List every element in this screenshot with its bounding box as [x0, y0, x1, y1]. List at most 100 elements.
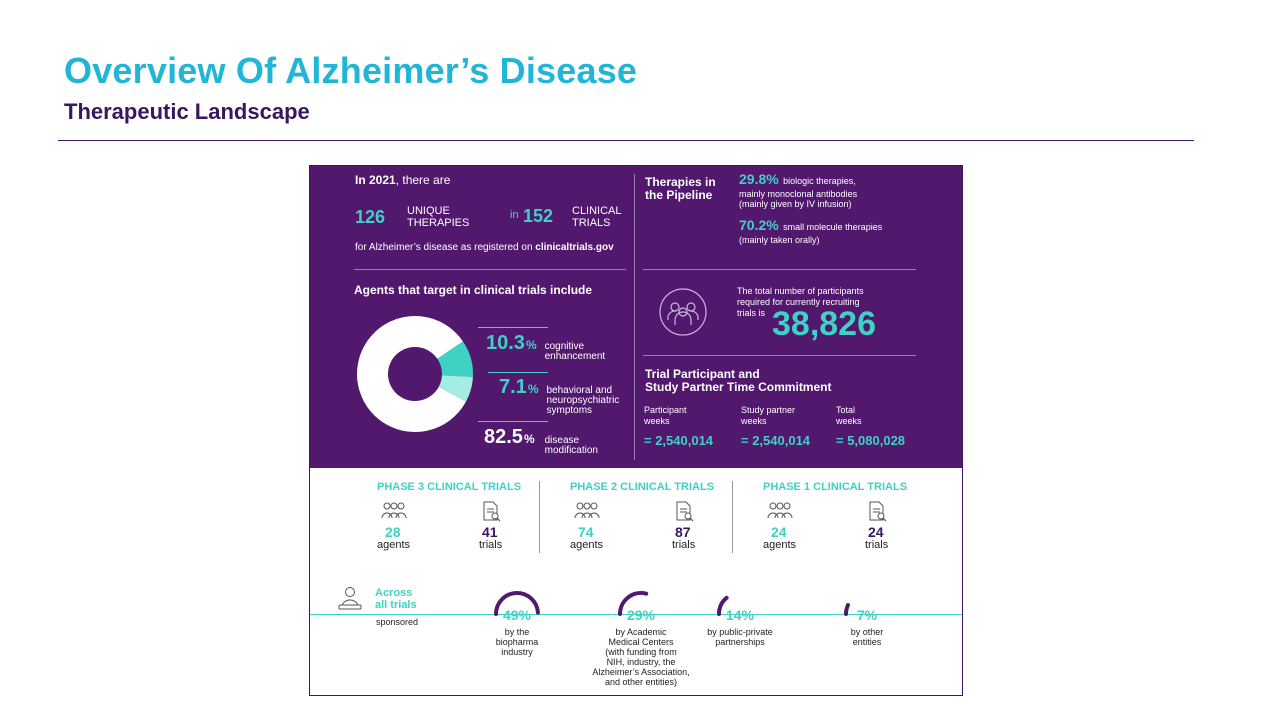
- agent-sign: %: [523, 432, 535, 446]
- phase-trials-label: trials: [672, 539, 696, 551]
- phase-block: PHASE 1 CLINICAL TRIALS 24 agents 24 trials: [763, 480, 933, 560]
- registered-line: for Alzheimer’s disease as registered on…: [355, 242, 614, 253]
- participants-text-1: The total number of participants: [737, 286, 864, 296]
- participants-text-3: trials is: [737, 308, 766, 318]
- sponsor-pct: 7%: [856, 607, 878, 623]
- small-pct: 70.2%: [739, 217, 779, 233]
- sponsor-heading-1: Across: [375, 587, 413, 599]
- phase-divider-1: [539, 481, 540, 553]
- commitment-label-1: Participant: [644, 405, 687, 415]
- commitment-col-total: Total weeks = 5,080,028: [836, 405, 905, 448]
- therapies-count: 126: [355, 207, 386, 227]
- sponsor-desc-line: by Academic: [615, 627, 667, 637]
- intro-year: In 2021: [355, 173, 396, 187]
- document-search-icon: [867, 500, 889, 529]
- commitment-label-2: weeks: [836, 416, 862, 426]
- donut-slice-behavioral: [438, 375, 473, 402]
- agents-donut-chart: [357, 316, 473, 432]
- trials-count: 152: [523, 206, 554, 226]
- phase-block: PHASE 3 CLINICAL TRIALS 28 agents 41 trials: [377, 480, 547, 560]
- biologic-pct: 29.8%: [739, 171, 779, 187]
- phase-title: PHASE 3 CLINICAL TRIALS: [377, 481, 522, 493]
- participants-text: The total number of participants require…: [737, 286, 864, 319]
- sponsor-line-left: [310, 614, 472, 615]
- pipeline-heading: Therapies in the Pipeline: [645, 176, 716, 202]
- sponsor-desc-line: Alzheimer’s Association,: [592, 667, 690, 677]
- donut-slice-disease: [357, 316, 466, 432]
- sponsor-pct: 29%: [626, 607, 656, 623]
- sponsor-heading: Across all trials: [375, 587, 421, 611]
- phase-agents-count: 24: [771, 524, 787, 540]
- sponsor-desc-line: and other entities): [604, 677, 678, 687]
- sponsor-arc-path: [717, 595, 729, 616]
- trials-label: CLINICAL TRIALS: [572, 205, 622, 229]
- sponsor-desc-line: by other: [850, 627, 884, 637]
- sponsor-desc-line: by public-private: [707, 627, 773, 637]
- phase-agents-label: agents: [377, 539, 411, 551]
- small-molecule-block: 70.2% small molecule therapies (mainly t…: [739, 217, 959, 245]
- phase-trials-count: 41: [482, 524, 498, 540]
- phase-title: PHASE 2 CLINICAL TRIALS: [570, 481, 715, 493]
- sponsor-arc-path: [618, 591, 649, 616]
- phase-agents-label: agents: [570, 539, 604, 551]
- phase-agents-label: agents: [763, 539, 797, 551]
- biologic-text-2: mainly monoclonal antibodies: [739, 189, 858, 199]
- people-icon: [765, 500, 795, 527]
- sponsor-desc-line: biopharma: [495, 637, 539, 647]
- divider-intro: [354, 269, 626, 270]
- document-search-icon: [481, 500, 503, 529]
- slide-title: Overview Of Alzheimer’s Disease: [64, 50, 638, 91]
- commitment-label-2: weeks: [644, 416, 670, 426]
- sponsor-arc-path: [844, 603, 850, 616]
- commitment-heading-2: Study Partner Time Commitment: [645, 380, 832, 394]
- people-icon: [572, 500, 602, 527]
- purple-panel: In 2021, there are 126 UNIQUE THERAPIES …: [310, 166, 962, 468]
- agent-value: 10.3: [486, 332, 525, 354]
- leader-cognitive: [478, 327, 548, 328]
- therapies-label-1: UNIQUE: [407, 205, 450, 217]
- trials-label-1: CLINICAL: [572, 205, 622, 217]
- agent-desc: behavioral and neuropsychiatric symptoms: [546, 386, 619, 416]
- sponsor-arc-path: [494, 591, 540, 616]
- agent-sign: %: [527, 382, 539, 396]
- title-divider: [58, 140, 1194, 141]
- intro-line: In 2021, there are: [355, 173, 450, 187]
- person-at-desk-icon: [338, 587, 362, 610]
- agent-item-cognitive: 10.3% cognitive enhancement: [486, 332, 605, 362]
- therapies-label: UNIQUE THERAPIES: [407, 205, 469, 229]
- leader-disease: [478, 421, 548, 422]
- sponsor-desc-line: industry: [501, 647, 533, 657]
- small-text-1: small molecule therapies: [783, 222, 883, 232]
- agent-sign: %: [525, 338, 537, 352]
- phase-trials-count: 24: [868, 524, 884, 540]
- agent-desc-3: symptoms: [546, 405, 593, 416]
- participants-count: 38,826: [772, 305, 876, 343]
- commitment-label-1: Total: [836, 405, 856, 415]
- people-icon: [379, 500, 409, 527]
- phase-divider-2: [732, 481, 733, 553]
- sponsor-desc-line: by the: [504, 627, 530, 637]
- commitment-value: = 2,540,014: [644, 433, 714, 448]
- people-group-icon: [659, 288, 707, 336]
- phase-agents-count: 28: [385, 524, 401, 540]
- phase-title: PHASE 1 CLINICAL TRIALS: [763, 481, 908, 493]
- biologic-text-1: biologic therapies,: [783, 176, 856, 186]
- phases-row: PHASE 3 CLINICAL TRIALS 28 agents 41 trials P…: [310, 480, 962, 560]
- sponsor-desc-line: NIH, industry, the: [606, 657, 676, 667]
- infographic: In 2021, there are 126 UNIQUE THERAPIES …: [309, 165, 963, 696]
- agent-desc-2: modification: [544, 445, 598, 456]
- agent-value: 82.5: [484, 426, 523, 448]
- sponsor-desc-line: partnerships: [715, 637, 765, 647]
- phase-block: PHASE 2 CLINICAL TRIALS 74 agents 87 trials: [570, 480, 740, 560]
- sponsor-sub: sponsored: [376, 617, 419, 627]
- sponsor-heading-2: all trials: [375, 599, 417, 611]
- divider-vertical: [634, 174, 635, 460]
- agent-desc-2: neuropsychiatric: [546, 395, 620, 406]
- sponsor-line-right: [472, 614, 962, 615]
- biologic-block: 29.8% biologic therapies, mainly monoclo…: [739, 171, 959, 209]
- sponsor-desc: by the biopharma industry: [457, 627, 577, 657]
- agent-desc-1: behavioral and: [546, 385, 613, 396]
- agent-desc-1: disease: [544, 435, 580, 446]
- sponsor-arc: [618, 591, 649, 616]
- phase-trials-label: trials: [865, 539, 889, 551]
